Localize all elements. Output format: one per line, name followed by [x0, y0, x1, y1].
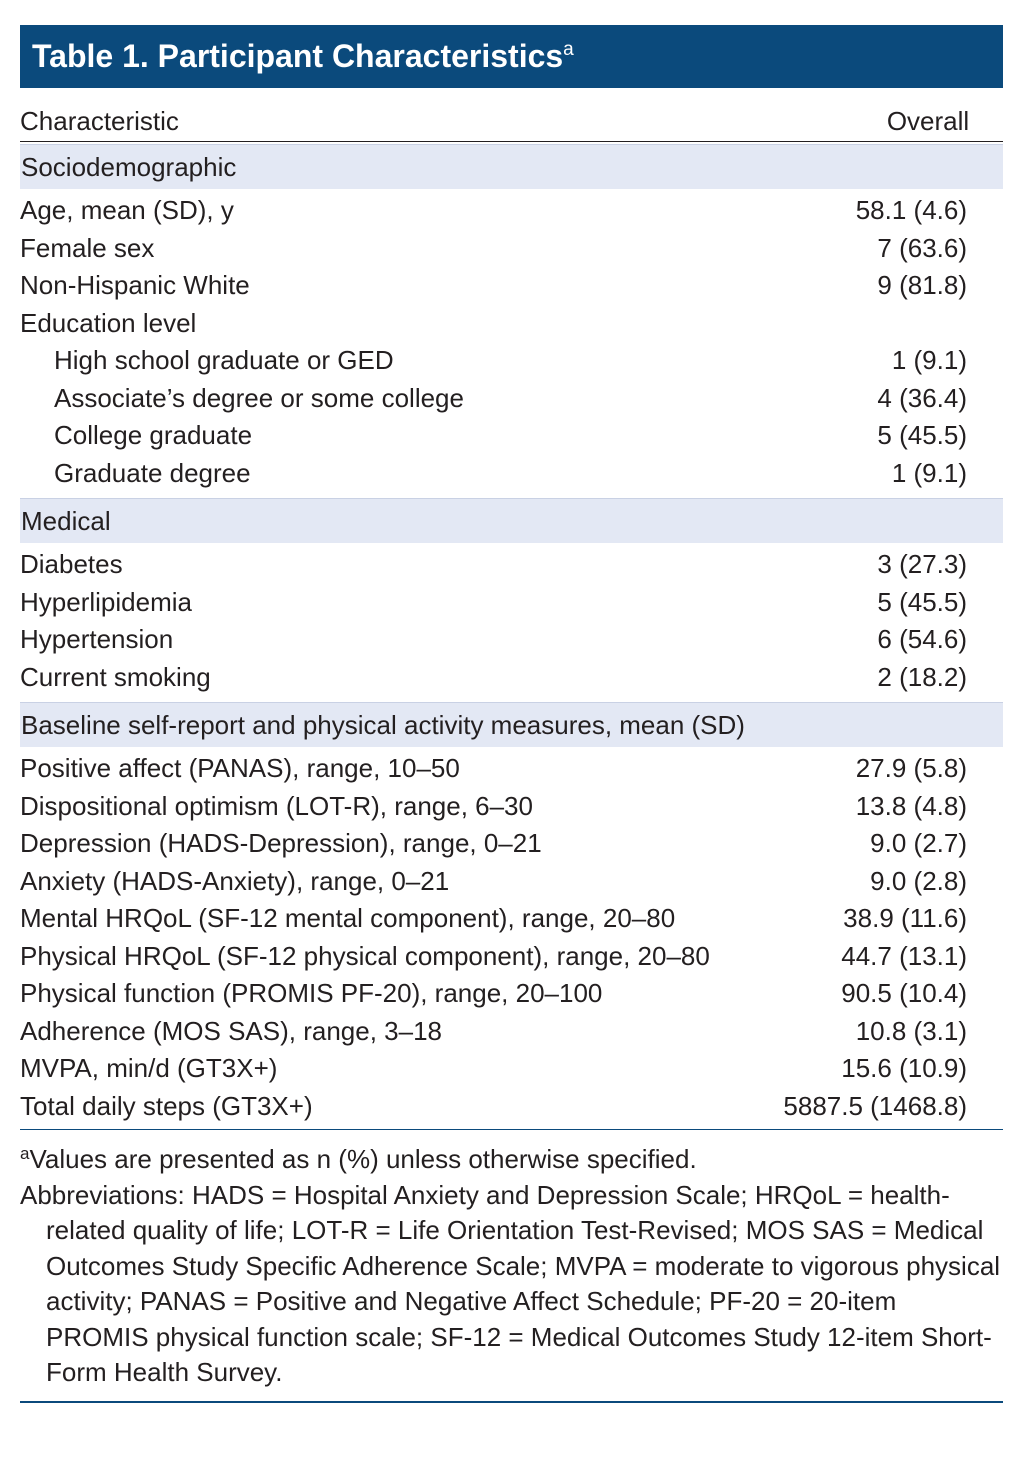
section-rows: Age, mean (SD), y 58.1 (4.6) Female sex 7 (… [20, 189, 1003, 496]
row-label: Dispositional optimism (LOT-R), range, 6… [20, 790, 533, 821]
table-row: Total daily steps (GT3X+) 5887.5 (1468.8) [20, 1088, 1003, 1126]
table-row: Female sex 7 (63.6) [20, 230, 1003, 268]
footnote: aValues are presented as n (%) unless ot… [20, 1142, 1003, 1178]
row-value: 27.9 (5.8) [855, 753, 967, 783]
table-rule [20, 1129, 1003, 1130]
row-label: Diabetes [20, 549, 123, 579]
table-body: Sociodemographic Age, mean (SD), y 58.1 (4… [20, 144, 1003, 1129]
row-value: 9.0 (2.8) [870, 865, 967, 896]
row-label: Anxiety (HADS-Anxiety), range, 0–21 [20, 865, 450, 896]
row-value: 9 (81.8) [877, 270, 967, 300]
row-label: MVPA, min/d (GT3X+) [20, 1053, 278, 1083]
row-label: Positive affect (PANAS), range, 10–50 [20, 753, 460, 783]
row-label: Mental HRQoL (SF-12 mental component), r… [20, 903, 676, 933]
table-row: Adherence (MOS SAS), range, 3–18 10.8 (3.… [20, 1013, 1003, 1051]
row-value: 9.0 (2.7) [870, 828, 967, 858]
row-label: Adherence (MOS SAS), range, 3–18 [20, 1015, 443, 1046]
footnote-text: Values are presented as n (%) unless oth… [29, 1144, 697, 1174]
header-row: Characteristic Overall [20, 92, 1003, 142]
row-label: Age, mean (SD), y [20, 195, 234, 225]
table-document: Table 1. Participant Characteristicsa Ch… [20, 25, 1003, 1403]
row-label: Non-Hispanic White [20, 270, 250, 300]
row-label: Current smoking [20, 661, 211, 692]
header-cell: Characteristic [20, 106, 179, 136]
title-superscript: a [563, 39, 574, 60]
row-value: 7 (63.6) [877, 232, 967, 263]
row-value: 4 (36.4) [877, 382, 967, 413]
row-value: 58.1 (4.6) [855, 195, 967, 225]
end-rule [20, 1400, 1003, 1403]
table-row: Associate’s degree or some college 4 (36.… [20, 380, 1003, 418]
footnote-text: Abbreviations: HADS = Hospital Anxiety a… [20, 1179, 1001, 1388]
table-row: Anxiety (HADS-Anxiety), range, 0–21 9.0 (… [20, 863, 1003, 901]
row-value: 10.8 (3.1) [855, 1015, 967, 1046]
section-header: Medical [20, 498, 1003, 543]
table-row: Dispositional optimism (LOT-R), range, 6… [20, 788, 1003, 826]
row-value: 15.6 (10.9) [841, 1053, 967, 1083]
table-row: Education level [20, 305, 1003, 343]
row-label: Hypertension [20, 624, 174, 654]
table-row: Hypertension 6 (54.6) [20, 621, 1003, 659]
table-row: Diabetes 3 (27.3) [20, 546, 1003, 584]
section-rows: Positive affect (PANAS), range, 10–50 27.… [20, 747, 1003, 1129]
section-header: Baseline self-report and physical activi… [20, 702, 1003, 747]
table-row: Age, mean (SD), y 58.1 (4.6) [20, 192, 1003, 230]
row-label: Total daily steps (GT3X+) [20, 1090, 313, 1121]
row-value: 1 (9.1) [891, 345, 967, 375]
row-value: 90.5 (10.4) [841, 978, 967, 1008]
footnote-marker: a [20, 1144, 30, 1163]
row-value: 6 (54.6) [877, 624, 967, 654]
row-value: 38.9 (11.6) [843, 903, 967, 933]
footnote: Abbreviations: HADS = Hospital Anxiety a… [20, 1178, 1003, 1391]
row-value: 1 (9.1) [891, 457, 967, 488]
section-header: Sociodemographic [20, 144, 1003, 189]
row-label: Hyperlipidemia [20, 586, 192, 617]
table-row: Graduate degree 1 (9.1) [20, 455, 1003, 493]
table-row: College graduate 5 (45.5) [20, 417, 1003, 455]
row-label: Education level [20, 307, 197, 338]
section-rows: Diabetes 3 (27.3) Hyperlipidemia 5 (45.5) Hy… [20, 543, 1003, 700]
row-label: College graduate [54, 420, 253, 450]
header-cell: Overall [886, 106, 970, 136]
row-value [967, 305, 1003, 343]
row-label: Depression (HADS-Depression), range, 0–2… [20, 828, 542, 858]
row-value: 13.8 (4.8) [855, 790, 967, 821]
table-row: Positive affect (PANAS), range, 10–50 27.… [20, 750, 1003, 788]
row-value: 5887.5 (1468.8) [783, 1090, 967, 1121]
row-value: 44.7 (13.1) [841, 940, 967, 971]
row-label: Female sex [20, 232, 155, 263]
title: Table 1. Participant Characteristics [32, 38, 564, 74]
table-row: Non-Hispanic White 9 (81.8) [20, 267, 1003, 305]
row-value: 5 (45.5) [877, 586, 967, 617]
row-value: 3 (27.3) [877, 549, 967, 579]
row-value: 5 (45.5) [877, 420, 967, 450]
table-row: Hyperlipidemia 5 (45.5) [20, 584, 1003, 622]
row-label: High school graduate or GED [54, 345, 394, 375]
table-row: Physical function (PROMIS PF-20), range,… [20, 975, 1003, 1013]
row-value: 2 (18.2) [877, 661, 967, 692]
table-row: MVPA, min/d (GT3X+) 15.6 (10.9) [20, 1050, 1003, 1088]
row-label: Physical HRQoL (SF-12 physical component… [20, 940, 710, 971]
table-row: Depression (HADS-Depression), range, 0–2… [20, 825, 1003, 863]
row-label: Associate’s degree or some college [54, 382, 464, 413]
footnotes: aValues are presented as n (%) unless ot… [20, 1130, 1003, 1401]
table-row: Mental HRQoL (SF-12 mental component), r… [20, 900, 1003, 938]
row-label: Graduate degree [54, 457, 251, 488]
table-row: High school graduate or GED 1 (9.1) [20, 342, 1003, 380]
title-bar: Table 1. Participant Characteristicsa [20, 25, 1003, 88]
table-row: Current smoking 2 (18.2) [20, 659, 1003, 697]
row-label: Physical function (PROMIS PF-20), range,… [20, 978, 603, 1008]
table-row: Physical HRQoL (SF-12 physical component… [20, 938, 1003, 976]
